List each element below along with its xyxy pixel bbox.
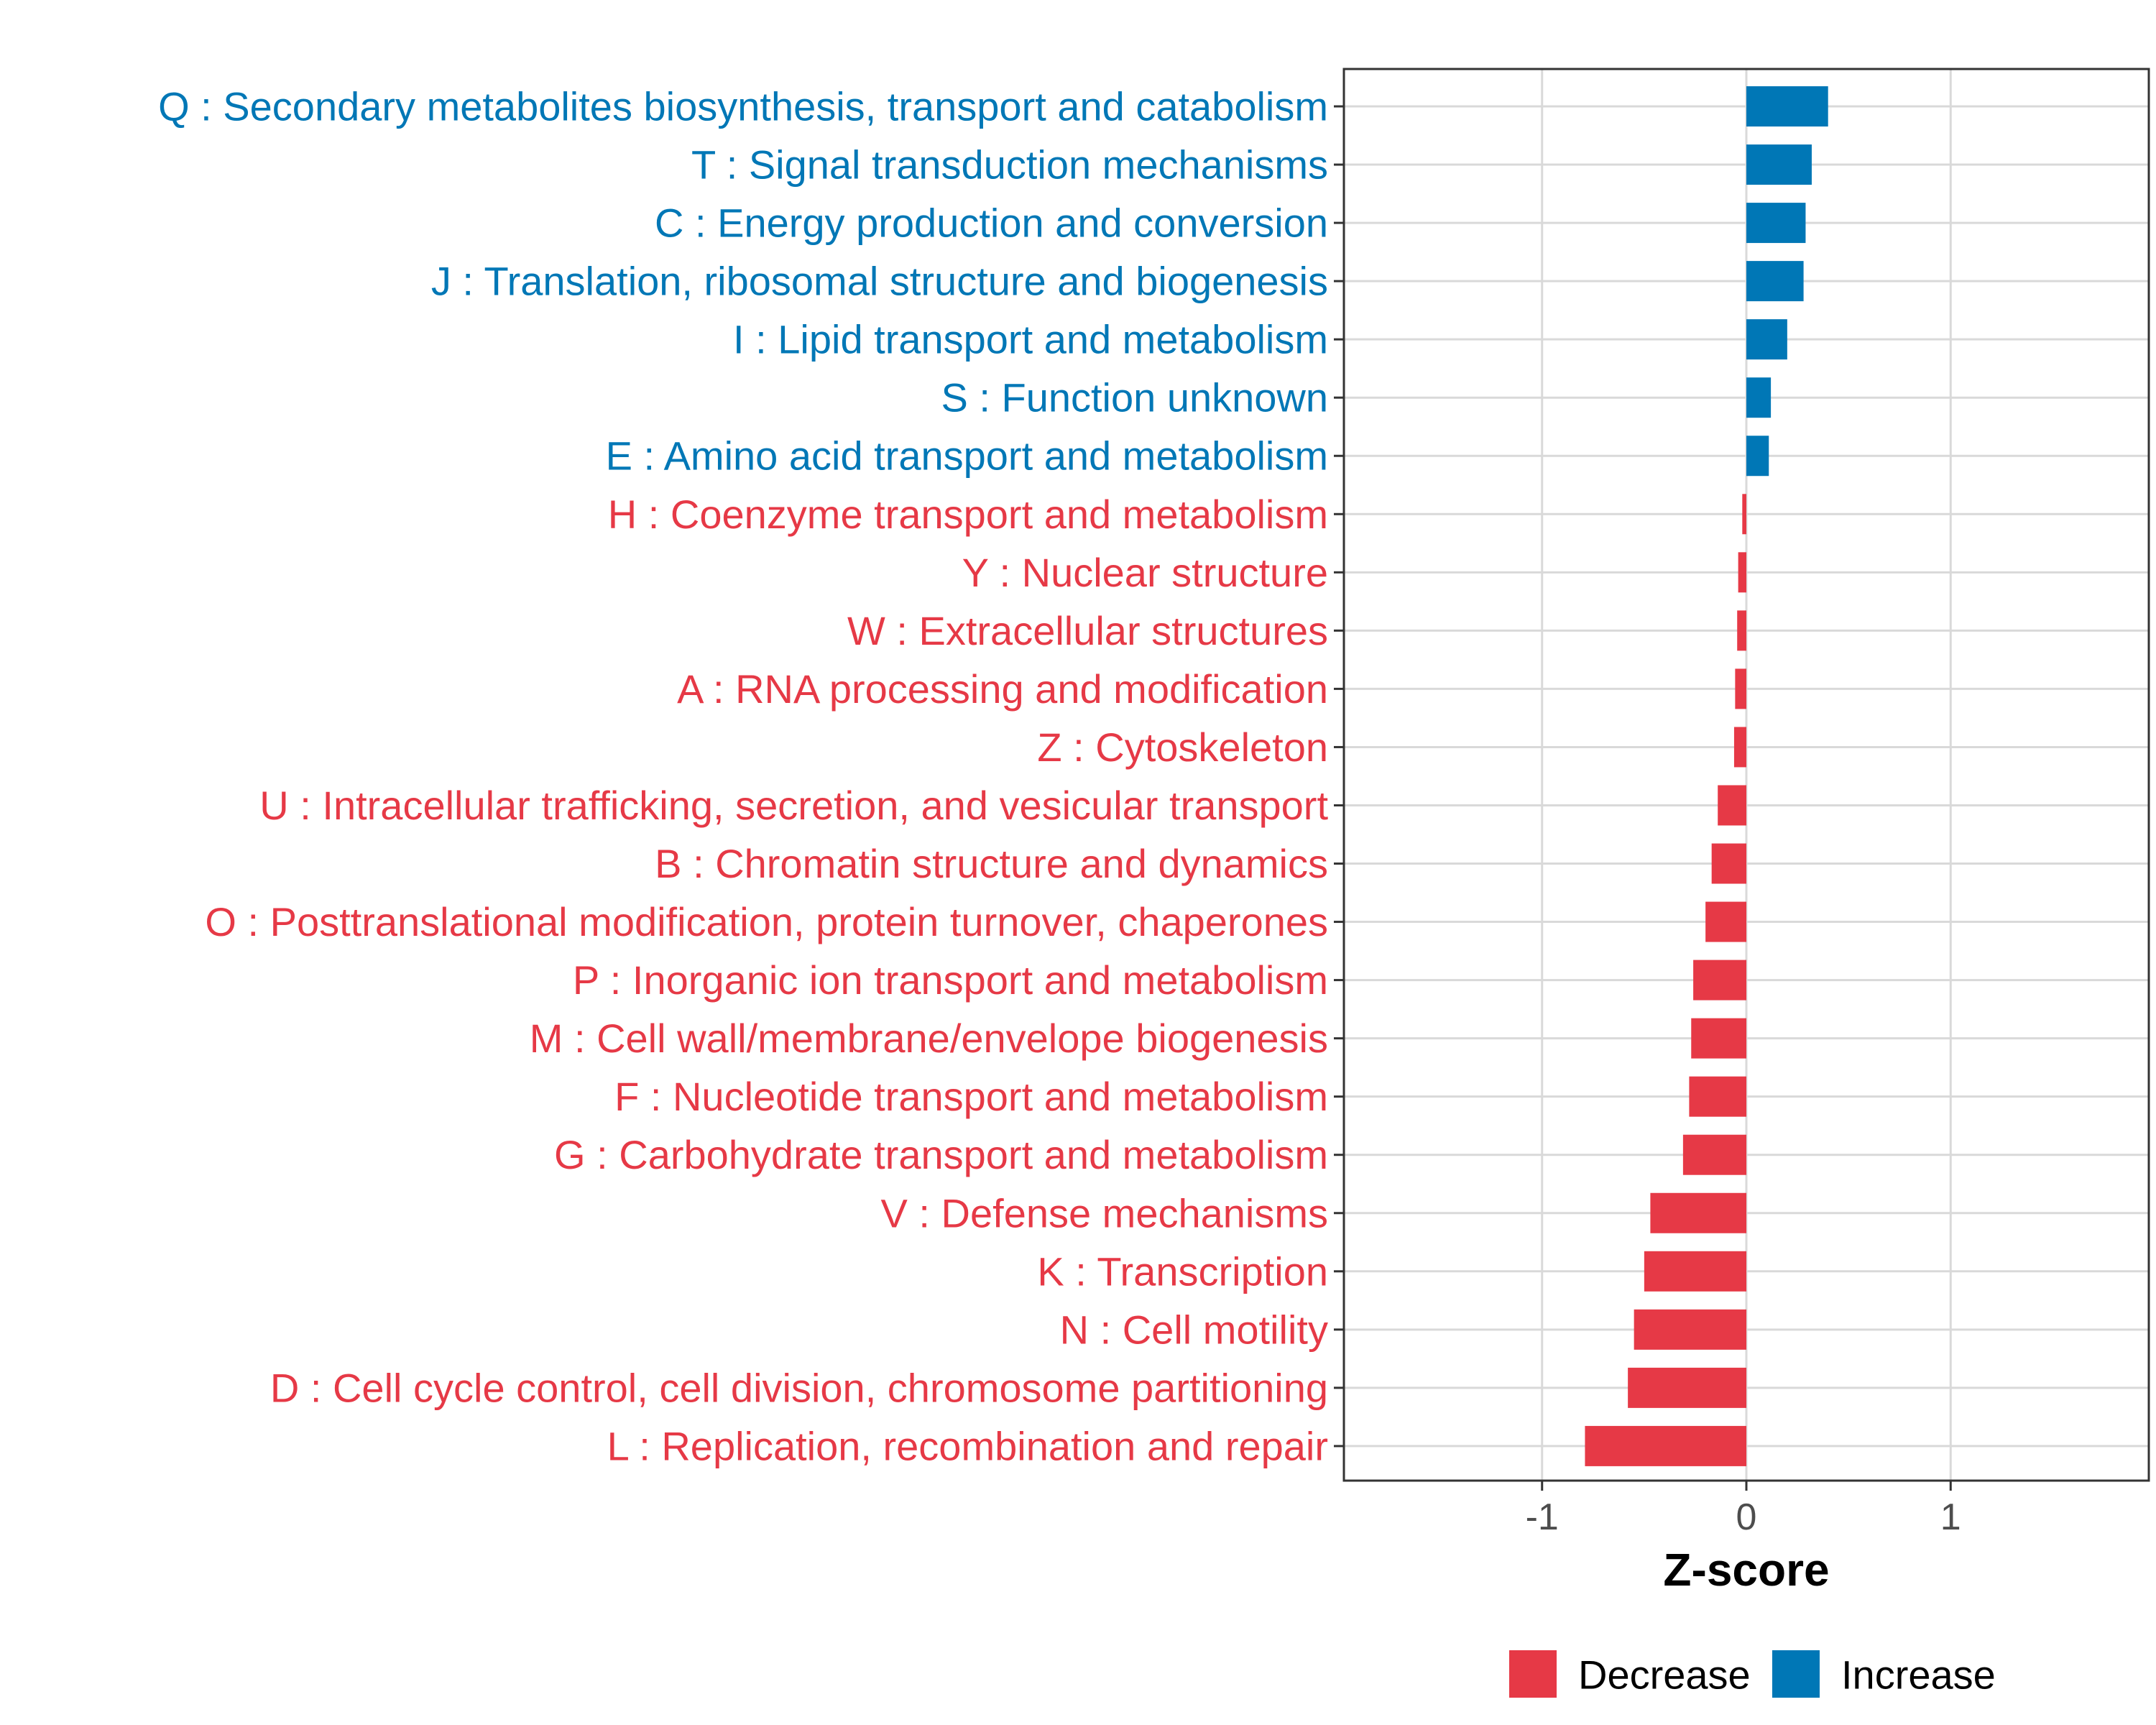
bar <box>1650 1192 1746 1233</box>
bar <box>1705 901 1746 942</box>
category-label: D : Cell cycle control, cell division, c… <box>270 1365 1328 1410</box>
bar <box>1733 727 1746 768</box>
legend-swatch <box>1772 1650 1820 1698</box>
category-label: Z : Cytoskeleton <box>1037 724 1328 770</box>
bar <box>1738 552 1746 593</box>
category-label: I : Lipid transport and metabolism <box>733 317 1328 362</box>
category-label: Y : Nuclear structure <box>962 550 1328 595</box>
category-label: J : Translation, ribosomal structure and… <box>431 259 1328 304</box>
x-tick-label: 0 <box>1736 1496 1757 1538</box>
legend-swatch <box>1509 1650 1557 1698</box>
category-label: O : Posttranslational modification, prot… <box>205 899 1328 944</box>
bar <box>1746 377 1772 418</box>
bar <box>1746 319 1787 360</box>
category-label: B : Chromatin structure and dynamics <box>655 841 1328 886</box>
category-label: Q : Secondary metabolites biosynthesis, … <box>158 84 1328 129</box>
bar <box>1634 1309 1746 1350</box>
bar <box>1689 1076 1746 1117</box>
bar <box>1746 86 1828 126</box>
bar <box>1735 668 1746 709</box>
bar <box>1746 436 1769 477</box>
legend-label: Decrease <box>1578 1652 1751 1698</box>
bar <box>1742 494 1746 535</box>
category-label: N : Cell motility <box>1060 1307 1328 1352</box>
y-axis-ticks <box>1334 105 1344 1448</box>
category-label: H : Coenzyme transport and metabolism <box>608 492 1328 537</box>
category-label: U : Intracellular trafficking, secretion… <box>259 783 1328 828</box>
category-label: M : Cell wall/membrane/envelope biogenes… <box>530 1016 1328 1061</box>
bar <box>1746 261 1804 302</box>
category-label: K : Transcription <box>1037 1248 1328 1294</box>
category-label: A : RNA processing and modification <box>677 666 1328 712</box>
category-label: L : Replication, recombination and repai… <box>607 1423 1328 1468</box>
bar <box>1644 1251 1746 1292</box>
category-label: T : Signal transduction mechanisms <box>691 142 1328 188</box>
bar <box>1682 1134 1746 1175</box>
bar <box>1691 1018 1746 1059</box>
category-label: E : Amino acid transport and metabolism <box>606 433 1328 479</box>
x-tick-label: 1 <box>1940 1496 1961 1538</box>
x-axis-ticks: -1 0 1 <box>1526 1481 1961 1538</box>
bar <box>1746 203 1806 244</box>
x-axis-title: Z-score <box>1663 1544 1829 1596</box>
category-labels: Q : Secondary metabolites biosynthesis, … <box>158 84 1328 1469</box>
bar <box>1693 960 1746 1000</box>
category-label: S : Function unknown <box>941 375 1328 420</box>
bar <box>1718 785 1746 826</box>
bar <box>1585 1425 1746 1466</box>
legend-label: Increase <box>1841 1652 1996 1698</box>
category-label: W : Extracellular structures <box>847 608 1328 653</box>
category-label: G : Carbohydrate transport and metabolis… <box>554 1132 1328 1177</box>
x-tick-label: -1 <box>1526 1496 1559 1538</box>
bar <box>1711 843 1746 884</box>
legend: Decrease Increase <box>1509 1650 1996 1698</box>
bar <box>1737 610 1746 651</box>
category-label: F : Nucleotide transport and metabolism <box>614 1074 1328 1119</box>
bar <box>1628 1367 1746 1408</box>
bars <box>1585 86 1828 1466</box>
category-label: P : Inorganic ion transport and metaboli… <box>573 957 1328 1003</box>
category-label: V : Defense mechanisms <box>881 1190 1328 1236</box>
bar <box>1746 144 1812 185</box>
category-label: C : Energy production and conversion <box>655 201 1328 246</box>
